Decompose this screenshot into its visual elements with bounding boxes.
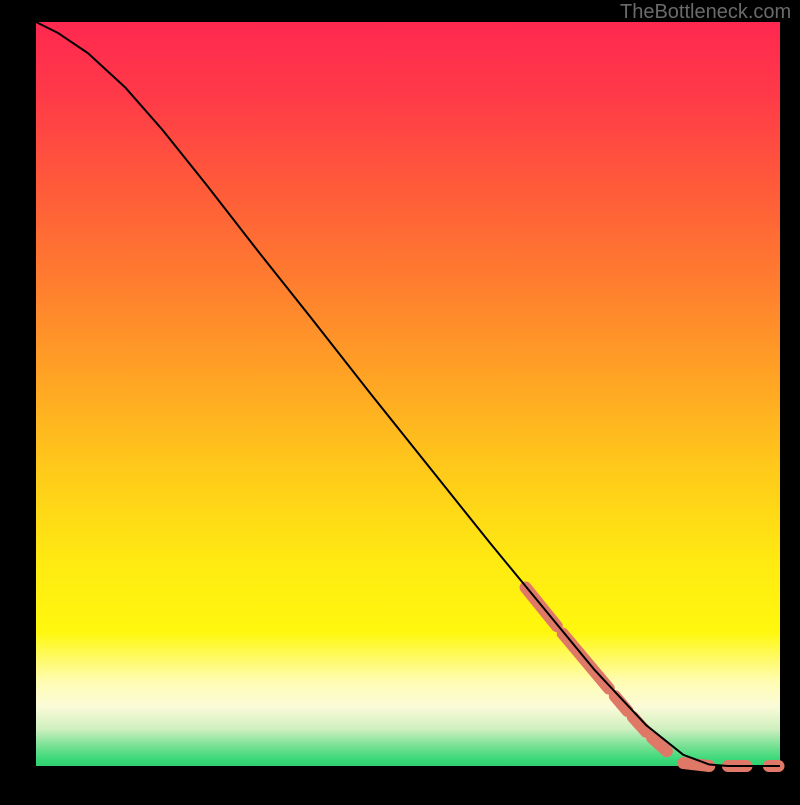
chart-svg — [0, 0, 800, 800]
chart-container: TheBottleneck.com — [0, 0, 800, 800]
watermark-text: TheBottleneck.com — [620, 1, 791, 24]
plot-background — [36, 22, 780, 766]
